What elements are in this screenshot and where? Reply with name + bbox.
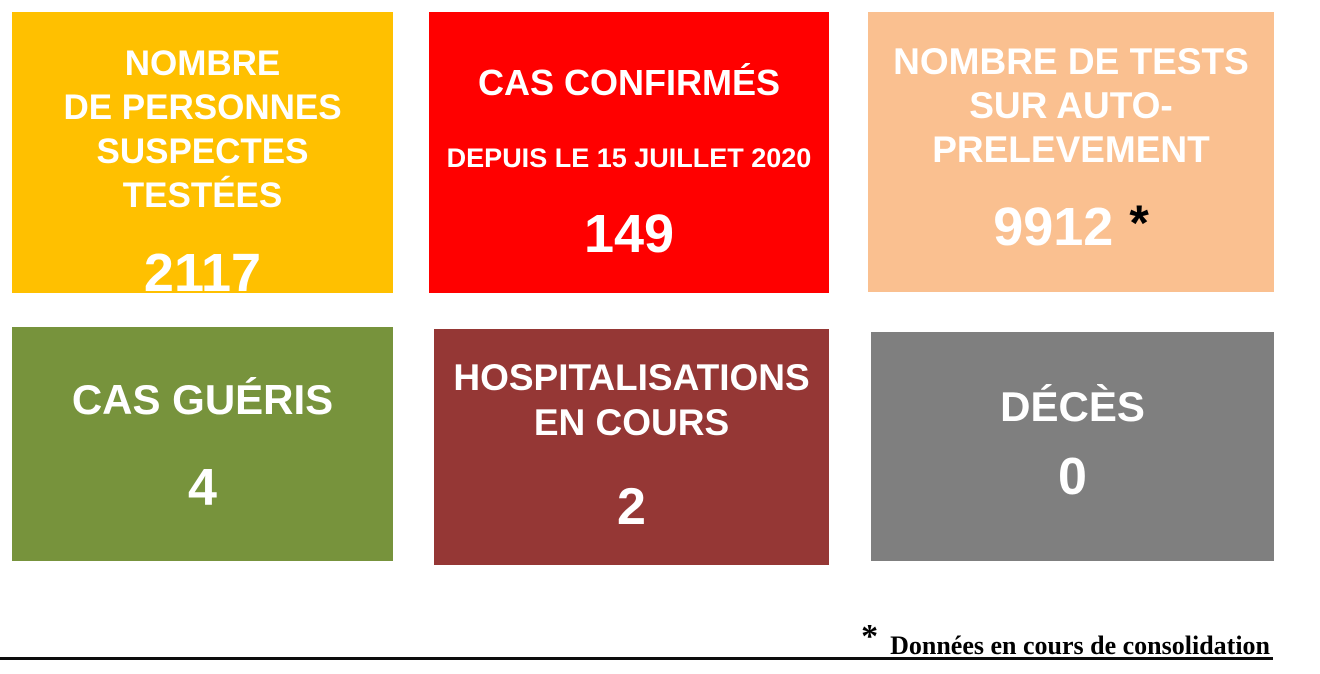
stat-card-current-hospitalizations: HOSPITALISATIONS EN COURS 2 [434, 329, 829, 565]
footnote: * Données en cours de consolidation [0, 618, 1270, 661]
card-title: CAS CONFIRMÉS [478, 60, 780, 105]
card-value: 9912 * [993, 196, 1149, 258]
card-value-asterisk: * [1129, 195, 1149, 251]
card-title-line: NOMBRE DE TESTS [893, 41, 1249, 82]
stat-card-recovered-cases: CAS GUÉRIS 4 [12, 327, 393, 561]
card-title: DÉCÈS [1000, 384, 1145, 429]
card-value-number: 9912 [993, 197, 1114, 257]
card-title-line: SUR AUTO- [969, 85, 1173, 126]
card-value: 2117 [143, 243, 262, 303]
footnote-asterisk: * [861, 618, 879, 655]
card-title: CAS GUÉRIS [72, 377, 333, 422]
card-title: NOMBRE DE PERSONNES SUSPECTES TESTÉES [12, 42, 393, 218]
card-title-line: HOSPITALISATIONS [453, 357, 810, 398]
card-title-line: PRELEVEMENT [932, 129, 1210, 170]
card-title-line: CAS GUÉRIS [71, 376, 334, 423]
card-value: 149 [583, 204, 675, 264]
card-title: HOSPITALISATIONS EN COURS [453, 355, 809, 445]
card-value: 4 [188, 459, 217, 517]
stat-card-tested-suspects: NOMBRE DE PERSONNES SUSPECTES TESTÉES 21… [12, 12, 393, 303]
stat-card-self-sampling-tests: NOMBRE DE TESTS SUR AUTO- PRELEVEMENT 99… [868, 12, 1274, 292]
footnote-text: Données en cours de consolidation [890, 631, 1270, 660]
card-value: 0 [1058, 448, 1087, 506]
card-title-line: DÉCÈS [1000, 383, 1145, 430]
card-subtitle: DEPUIS LE 15 JUILLET 2020 [446, 143, 812, 173]
card-value: 2 [617, 478, 646, 536]
card-title-line: SUSPECTES TESTÉES [96, 132, 309, 215]
card-title: NOMBRE DE TESTS SUR AUTO- PRELEVEMENT [893, 40, 1249, 172]
card-title-line: CAS CONFIRMÉS [477, 62, 780, 103]
card-title-line: DE PERSONNES [63, 88, 342, 127]
stat-card-deaths: DÉCÈS 0 [871, 332, 1274, 561]
card-title-line: NOMBRE [124, 44, 281, 83]
stat-card-confirmed-cases: CAS CONFIRMÉS DEPUIS LE 15 JUILLET 2020 … [429, 12, 829, 293]
card-title-line: EN COURS [533, 402, 730, 443]
footnote-divider-line [0, 657, 1273, 660]
